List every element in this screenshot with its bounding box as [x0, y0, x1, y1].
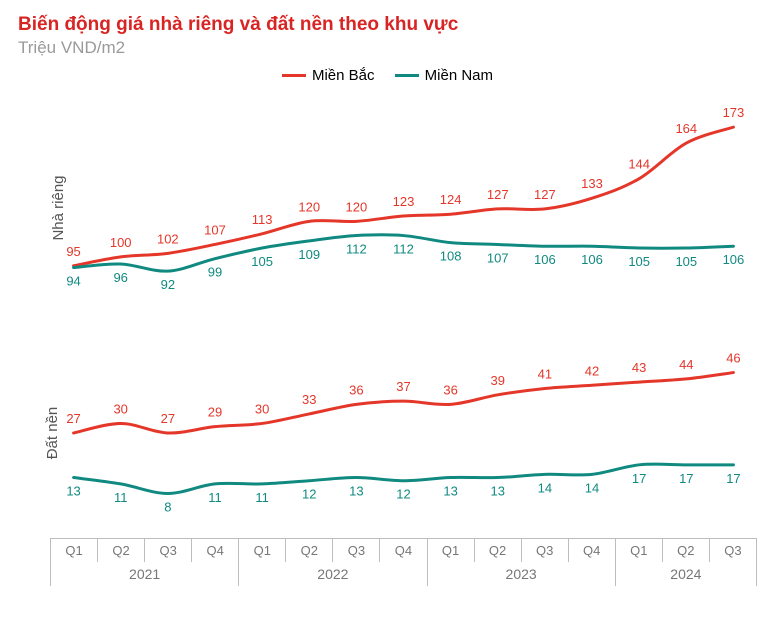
xaxis-year: 2024: [615, 562, 756, 586]
data-label: 37: [396, 379, 410, 394]
ylabel-0: Nhà riêng: [50, 175, 67, 240]
data-label: 27: [66, 411, 80, 426]
xaxis-quarter: Q3: [521, 539, 568, 562]
xaxis-quarter: Q3: [333, 539, 380, 562]
data-label: 42: [585, 363, 599, 378]
data-label: 39: [491, 373, 505, 388]
data-label: 17: [726, 471, 740, 486]
data-label: 13: [491, 484, 505, 499]
xaxis-quarter: Q4: [380, 539, 427, 562]
data-label: 164: [675, 121, 697, 136]
xaxis-year: 2021: [51, 562, 239, 586]
data-label: 92: [161, 277, 175, 292]
data-label: 120: [346, 199, 368, 214]
data-label: 14: [585, 480, 599, 495]
data-label: 13: [349, 484, 363, 499]
data-label: 29: [208, 405, 222, 420]
data-label: 102: [157, 231, 179, 246]
data-label: 123: [393, 194, 415, 209]
data-label: 107: [487, 250, 509, 265]
data-label: 107: [204, 222, 226, 237]
data-label: 36: [349, 382, 363, 397]
ylabel-1: Đất nền: [44, 407, 61, 460]
data-label: 17: [679, 471, 693, 486]
data-label: 12: [302, 487, 316, 502]
data-label: 112: [346, 242, 367, 257]
xaxis-quarter: Q2: [474, 539, 521, 562]
chart-subtitle: Triệu VND/m2: [18, 38, 757, 58]
data-label: 36: [443, 382, 457, 397]
data-label: 127: [487, 187, 509, 202]
data-label: 106: [534, 252, 556, 267]
legend-item-0: Miền Bắc: [282, 67, 375, 84]
data-label: 99: [208, 265, 222, 280]
x-axis: Q1Q2Q3Q4Q1Q2Q3Q4Q1Q2Q3Q4Q1Q2Q3 202120222…: [50, 538, 757, 586]
panel-nha-rieng: Nhà riêng 95 100 102 107 113 120 120 123 124 127 1…: [50, 88, 757, 328]
data-label: 11: [255, 490, 269, 505]
panel-dat-nen: Đất nền 27302729303336373639414243444613…: [50, 328, 757, 538]
data-label: 105: [251, 254, 273, 269]
charts-area: Nhà riêng 951001021071131201201231241271…: [18, 88, 757, 586]
legend-swatch-1: [395, 74, 419, 77]
data-label: 43: [632, 360, 646, 375]
xaxis-quarter: Q2: [98, 539, 145, 562]
data-label: 13: [443, 484, 457, 499]
data-label: 12: [396, 487, 410, 502]
data-label: 44: [679, 357, 693, 372]
data-label: 124: [440, 192, 462, 207]
data-label: 108: [440, 249, 462, 264]
xaxis-quarter: Q2: [286, 539, 333, 562]
xaxis-quarter: Q4: [568, 539, 615, 562]
data-label: 96: [113, 270, 127, 285]
data-label: 105: [628, 254, 650, 269]
data-label: 94: [66, 274, 80, 289]
data-label: 106: [723, 252, 745, 267]
data-label: 106: [581, 252, 603, 267]
data-label: 120: [298, 199, 320, 214]
xaxis-quarter: Q1: [615, 539, 662, 562]
data-label: 14: [538, 480, 552, 495]
data-label: 109: [298, 247, 320, 262]
data-label: 8: [164, 499, 171, 514]
xaxis-year: 2022: [239, 562, 427, 586]
xaxis-quarter: Q2: [662, 539, 709, 562]
panel-svg: 27 30 27 29 30 33 36 37 36 39 41 42 43 44 46 13 11 8 11 11 1…: [50, 328, 757, 538]
legend-label-0: Miền Bắc: [312, 67, 375, 84]
data-label: 105: [675, 254, 697, 269]
data-label: 17: [632, 471, 646, 486]
xaxis-quarter: Q1: [239, 539, 286, 562]
data-label: 95: [66, 244, 80, 259]
data-label: 30: [113, 401, 127, 416]
xaxis-quarter: Q3: [709, 539, 756, 562]
data-label: 127: [534, 187, 556, 202]
xaxis-quarter: Q1: [51, 539, 98, 562]
xaxis-quarter: Q3: [145, 539, 192, 562]
legend-label-1: Miền Nam: [425, 67, 493, 84]
data-label: 41: [538, 366, 552, 381]
data-label: 144: [628, 157, 650, 172]
xaxis-quarter: Q1: [427, 539, 474, 562]
data-label: 133: [581, 176, 603, 191]
data-label: 113: [252, 212, 273, 227]
data-label: 13: [66, 484, 80, 499]
chart-title: Biến động giá nhà riêng và đất nền theo …: [18, 14, 757, 36]
data-label: 27: [161, 411, 175, 426]
legend: Miền Bắc Miền Nam: [18, 64, 757, 84]
xaxis-quarter: Q4: [192, 539, 239, 562]
data-label: 11: [114, 490, 128, 505]
xaxis-year: 2023: [427, 562, 615, 586]
data-label: 112: [393, 242, 414, 257]
legend-swatch-0: [282, 74, 306, 77]
data-label: 46: [726, 351, 740, 366]
data-label: 173: [723, 105, 745, 120]
panel-svg: 95 100 102 107 113 120 120 123 124 127 127 133 144 16…: [50, 88, 757, 328]
data-label: 33: [302, 392, 316, 407]
data-label: 30: [255, 401, 269, 416]
data-label: 11: [208, 490, 222, 505]
legend-item-1: Miền Nam: [395, 67, 493, 84]
data-label: 100: [110, 235, 132, 250]
